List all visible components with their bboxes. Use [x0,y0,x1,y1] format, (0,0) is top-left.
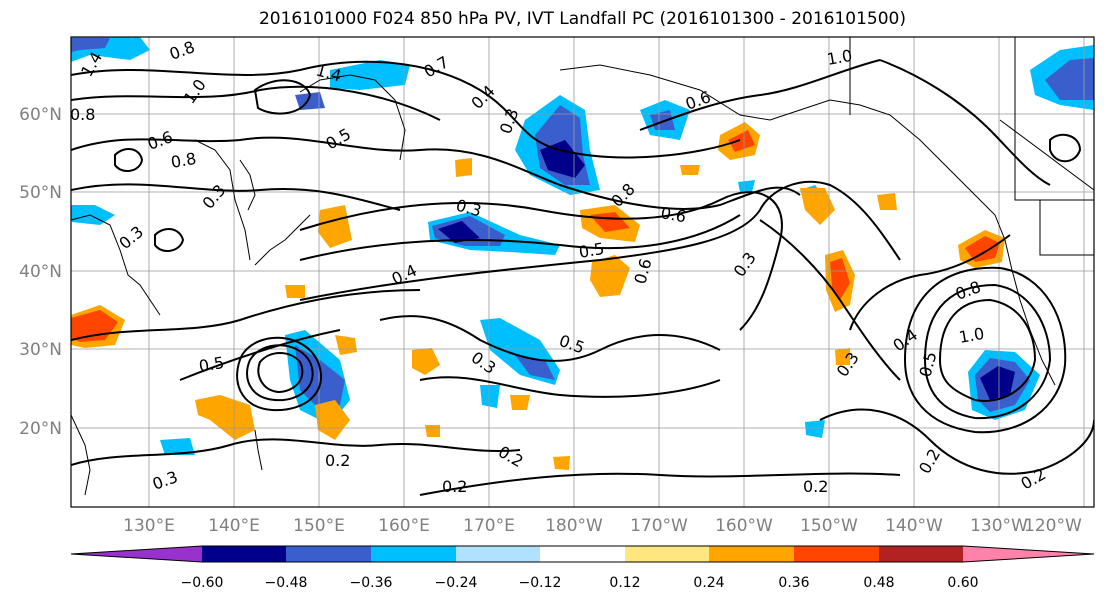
colorbar-tick-label: −0.48 [265,575,308,591]
positive-shading [553,456,570,470]
longitude-label: 130°E [123,516,175,536]
contour-label: 0.8 [70,105,95,124]
positive-shading [412,348,440,375]
positive-shading [510,395,530,410]
colorbar-tick-label: −0.36 [350,575,393,591]
negative-shading [480,385,500,408]
latitude-label: 20°N [19,419,62,439]
map-border [70,36,1095,508]
contour-label: 0.2 [803,477,828,496]
negative-shading [330,60,410,90]
colorbar-tick-label: −0.60 [181,575,224,591]
positive-shading [425,425,440,437]
longitude-label: 140°W [885,516,943,536]
colorbar-tick-label: 0.48 [863,575,894,591]
contour-label: 0.5 [577,239,605,262]
longitude-labels: 130°E 140°E 150°E 160°E 170°E 180°W 170°… [123,516,1082,536]
negative-shading [805,420,825,438]
positive-shading [315,400,350,440]
colorbar-tick-labels: −0.60 −0.48 −0.36 −0.24 −0.12 0.12 0.24 … [181,575,979,591]
negative-shading [295,345,345,410]
latitude-label: 60°N [19,105,62,125]
colorbar-tick-label: 0.60 [947,575,978,591]
positive-shading [318,205,352,248]
positive-shading [835,348,850,365]
positive-shading [877,193,897,210]
colorbar-outline [70,545,1095,563]
positive-shading [830,258,850,300]
contour-label: 0.8 [169,149,197,172]
colorbar-tick-label: 0.12 [609,575,640,591]
longitude-label: 160°W [715,516,773,536]
positive-shading [680,165,700,175]
shading-layer [71,37,1094,470]
colorbar-segment [202,546,286,562]
colorbar-segment [709,546,794,562]
colorbar-segment [286,546,371,562]
negative-shading [980,366,1015,400]
longitude-label: 150°E [293,516,345,536]
map-title: 2016101000 F024 850 hPa PV, IVT Landfall… [258,9,906,29]
negative-shading [295,92,325,110]
graticule [71,37,1094,507]
latitude-label: 30°N [19,340,62,360]
contour-label: 1.0 [957,324,985,347]
negative-shading [1045,58,1094,100]
longitude-label: 160°E [378,516,430,536]
negative-shading [71,38,110,52]
negative-shading [160,438,195,455]
colorbar-segment [456,546,540,562]
colorbar-tick-label: −0.24 [435,575,478,591]
contour-label: 0.5 [197,353,225,376]
contour-label: 0.2 [442,477,467,496]
negative-shading [438,221,480,243]
contour-label: 0.2 [325,451,350,470]
colorbar-tick-label: 0.36 [778,575,809,591]
longitude-label: 120°W [1024,516,1082,536]
longitude-label: 150°W [800,516,858,536]
positive-shading [728,130,755,152]
colorbar-segment [625,546,709,562]
longitude-label: 130°W [970,516,1028,536]
latitude-label: 50°N [19,183,62,203]
colorbar-tick-label: −0.12 [519,575,562,591]
colorbar [70,545,1095,563]
coastlines [71,37,1094,496]
colorbar-segment [71,546,202,562]
longitude-label: 180°W [545,516,603,536]
colorbar-segment [794,546,879,562]
colorbar-tick-label: 0.24 [693,575,724,591]
longitude-label: 170°E [463,516,515,536]
latitude-label: 40°N [19,262,62,282]
positive-shading [285,285,305,298]
negative-shading [738,180,755,192]
longitude-label: 140°E [208,516,260,536]
contour-label: 1.0 [825,46,853,69]
pv-contours [71,59,1094,496]
positive-shading [965,236,1000,262]
positive-shading [455,158,472,177]
positive-shading [800,188,835,225]
positive-shading [335,335,357,355]
positive-shading [195,395,255,440]
colorbar-segment [540,546,625,562]
latitude-labels: 60°N 50°N 40°N 30°N 20°N [19,105,62,439]
longitude-label: 170°W [630,516,688,536]
contour-label: 0.6 [659,203,687,226]
colorbar-segment [879,546,963,562]
colorbar-segment [963,546,1094,562]
positive-shading [590,255,630,297]
colorbar-segment [371,546,456,562]
negative-shading [71,205,115,225]
